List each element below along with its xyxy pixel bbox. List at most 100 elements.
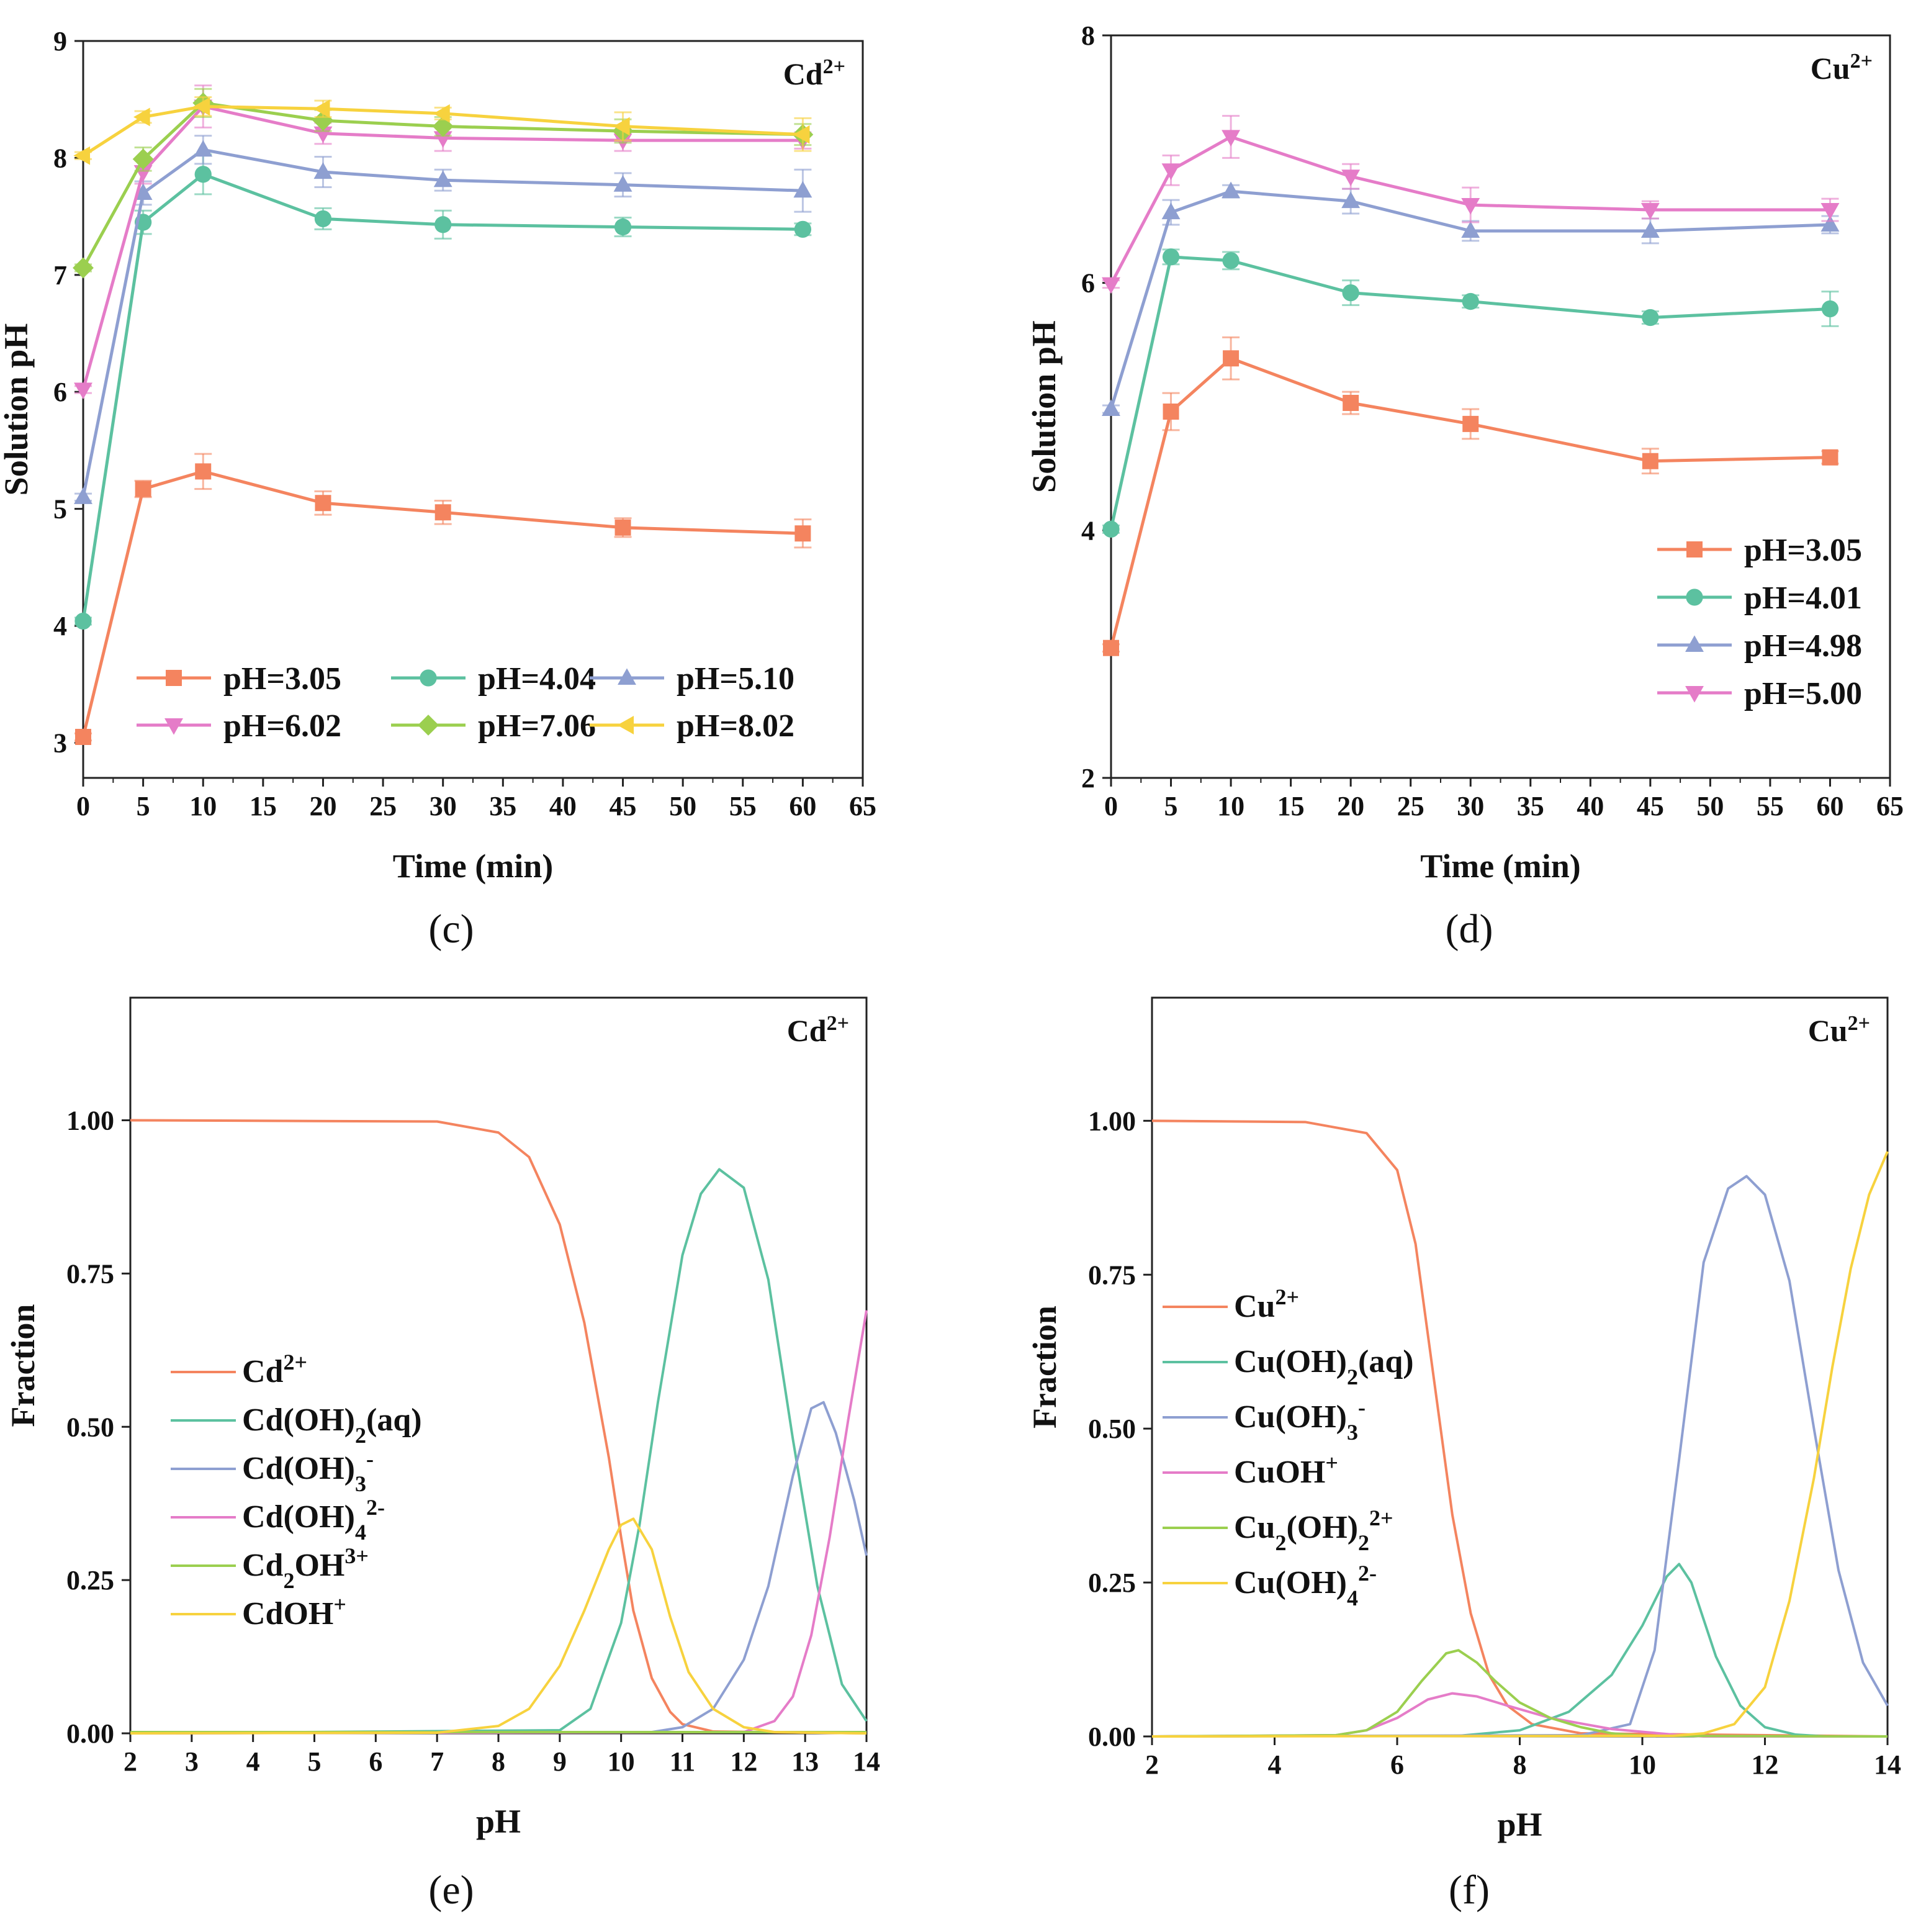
legend-label-Cd(OH)3-: Cd(OH)3- bbox=[242, 1447, 374, 1496]
x-tick-label: 25 bbox=[369, 791, 397, 821]
series-Cd(OH)3- bbox=[130, 1401, 868, 1735]
x-axis-label: Time (min) bbox=[393, 847, 553, 885]
y-tick-label: 1.00 bbox=[1088, 1106, 1136, 1136]
series-Cd(OH)42- bbox=[130, 1310, 868, 1735]
x-tick-label: 50 bbox=[669, 791, 696, 821]
x-tick-label: 65 bbox=[849, 791, 876, 821]
legend-label: pH=4.04 bbox=[478, 661, 596, 697]
x-tick-label: 8 bbox=[492, 1746, 505, 1777]
series-pH=4.04 bbox=[74, 153, 812, 630]
legend-marker bbox=[617, 716, 634, 734]
x-tick-label: 5 bbox=[308, 1746, 322, 1777]
data-point bbox=[433, 104, 450, 123]
data-point bbox=[1461, 198, 1480, 215]
data-point bbox=[1222, 252, 1240, 269]
series-pH=7.06 bbox=[73, 88, 814, 279]
data-point bbox=[793, 181, 812, 198]
data-point bbox=[313, 162, 333, 179]
x-tick-label: 40 bbox=[549, 791, 577, 821]
x-tick-label: 20 bbox=[309, 791, 336, 821]
data-point bbox=[315, 495, 331, 512]
x-tick-label: 50 bbox=[1696, 791, 1724, 821]
data-point bbox=[74, 487, 92, 504]
data-point bbox=[1103, 639, 1119, 656]
chart-d: 0 5 10 15 20 25 30 35 40 45 50 55 60 65 2 4 6 8 Time (min)… bbox=[1025, 20, 1904, 952]
legend-label-Cd2+: Cd2+ bbox=[242, 1350, 307, 1389]
data-point bbox=[1223, 350, 1240, 367]
x-tick-label: 30 bbox=[430, 791, 457, 821]
x-tick-label: 10 bbox=[1629, 1749, 1656, 1780]
y-tick-label: 0.75 bbox=[66, 1258, 114, 1289]
panel-label: (d) bbox=[1446, 906, 1493, 952]
x-tick-label: 4 bbox=[1268, 1749, 1282, 1780]
data-point bbox=[1821, 300, 1839, 318]
x-tick-label: 10 bbox=[189, 791, 217, 821]
x-tick-label: 5 bbox=[1164, 791, 1178, 821]
data-point bbox=[1822, 449, 1838, 466]
data-point bbox=[1162, 248, 1180, 266]
legend-label-Cd(OH)2(aq): Cd(OH)2(aq) bbox=[242, 1402, 422, 1448]
data-point bbox=[434, 504, 451, 521]
legend-marker bbox=[1686, 589, 1703, 606]
data-point bbox=[613, 175, 632, 192]
data-point bbox=[1820, 203, 1840, 220]
data-point bbox=[1462, 415, 1479, 432]
x-tick-label: 13 bbox=[791, 1746, 819, 1777]
data-point bbox=[1222, 181, 1241, 199]
data-point bbox=[75, 729, 91, 746]
data-point bbox=[133, 183, 153, 200]
data-point bbox=[1642, 309, 1659, 327]
y-tick-label: 6 bbox=[53, 377, 67, 407]
series-line bbox=[81, 148, 803, 498]
x-tick-label: 15 bbox=[250, 791, 277, 821]
data-point bbox=[313, 99, 330, 119]
series-Cu2(OH)22+ bbox=[1151, 1649, 1888, 1738]
series-Cd2+ bbox=[130, 1119, 867, 1735]
legend-label: pH=8.02 bbox=[677, 708, 794, 744]
x-axis-label: Time (min) bbox=[1420, 847, 1580, 885]
series-line bbox=[130, 1401, 868, 1735]
chart-e: 2 3 4 5 6 7 8 9 10 11 12 13 14 0.00 0.25 0.50 0.75 1.00 pH… bbox=[4, 996, 880, 1913]
data-point bbox=[74, 612, 92, 630]
series-line bbox=[1151, 1151, 1889, 1738]
y-tick-label: 6 bbox=[1081, 268, 1095, 299]
data-point bbox=[133, 107, 150, 127]
legend-label: pH=3.05 bbox=[1744, 533, 1862, 568]
data-point bbox=[1102, 520, 1120, 538]
series-line bbox=[130, 1119, 867, 1735]
x-tick-label: 65 bbox=[1876, 791, 1904, 821]
y-tick-label: 0.00 bbox=[66, 1718, 114, 1749]
ion-label: Cd2+ bbox=[783, 55, 845, 92]
data-point bbox=[1461, 221, 1480, 238]
legend-marker bbox=[166, 670, 182, 686]
series-pH=5.00 bbox=[1102, 115, 1840, 294]
x-tick-label: 20 bbox=[1337, 791, 1364, 821]
legend: pH=3.05 pH=4.04 pH=5.10 pH=6.02 pH=7.06 pH=8.… bbox=[137, 661, 794, 744]
series-Cu2+ bbox=[1151, 1119, 1888, 1738]
data-point bbox=[1222, 130, 1241, 147]
data-point bbox=[614, 218, 632, 236]
x-tick-label: 2 bbox=[1145, 1749, 1159, 1780]
series-pH=3.05 bbox=[1102, 336, 1839, 656]
legend-label-CdOH+: CdOH+ bbox=[242, 1592, 346, 1632]
data-point bbox=[193, 97, 210, 116]
y-tick-label: 0.50 bbox=[66, 1412, 114, 1442]
y-tick-label: 0.00 bbox=[1088, 1722, 1136, 1752]
x-tick-label: 8 bbox=[1513, 1749, 1527, 1780]
data-point bbox=[614, 519, 631, 536]
y-axis-label: Solution pH bbox=[1025, 320, 1063, 493]
series-line bbox=[1151, 1563, 1888, 1738]
data-point bbox=[434, 216, 452, 233]
y-axis-label: Fraction bbox=[4, 1304, 42, 1427]
data-point bbox=[433, 170, 452, 187]
x-tick-label: 35 bbox=[489, 791, 516, 821]
x-tick-label: 12 bbox=[730, 1746, 757, 1777]
data-point bbox=[613, 117, 630, 136]
series-pH=3.05 bbox=[74, 453, 812, 746]
legend-marker bbox=[1685, 685, 1704, 703]
x-tick-label: 12 bbox=[1752, 1749, 1779, 1780]
series-Cd(OH)2(aq) bbox=[130, 1168, 868, 1735]
legend-label-CuOH+: CuOH+ bbox=[1234, 1450, 1338, 1490]
data-point bbox=[314, 210, 332, 228]
data-point bbox=[1341, 169, 1361, 186]
